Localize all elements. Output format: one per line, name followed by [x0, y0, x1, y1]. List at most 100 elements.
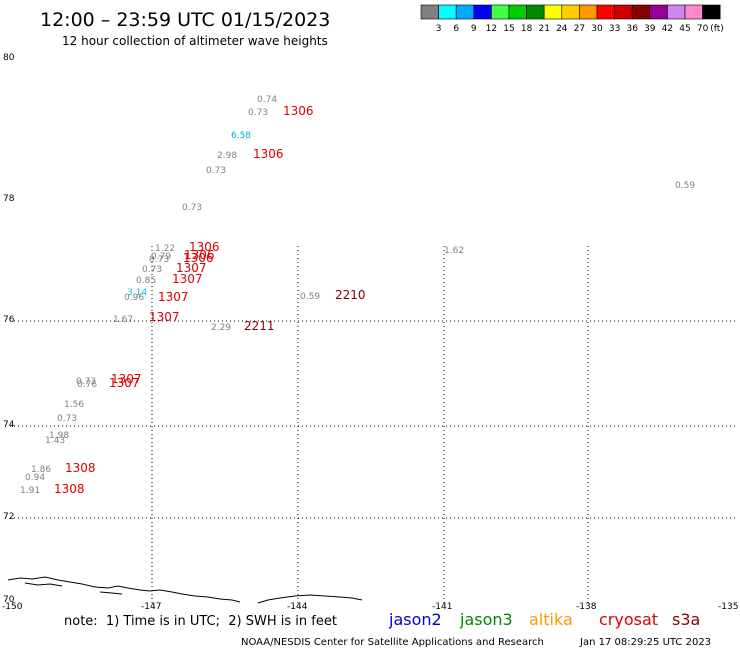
map-title: 12:00 – 23:59 UTC 01/15/2023 — [40, 9, 330, 31]
wave-height-label: 1.98 — [49, 431, 69, 441]
satellite-altika: altika — [529, 610, 573, 629]
lon-label-135: -135 — [718, 602, 738, 612]
wave-height-label: 2.29 — [211, 323, 231, 333]
scale-swatch-0 — [420, 4, 439, 20]
wave-height-label: 1306 — [184, 248, 215, 262]
scale-swatch-11 — [614, 4, 633, 20]
scale-label-15: 15 — [503, 24, 514, 34]
wave-height-label: 1306 — [183, 251, 214, 265]
wave-height-label: 1307 — [111, 372, 142, 386]
lat-label-78: 78 — [3, 194, 15, 204]
scale-swatch-14 — [667, 4, 686, 20]
wave-height-label: 1.91 — [20, 486, 40, 496]
longitude-labels: -150 -147 -144 -141 -138 -135 — [2, 602, 738, 612]
wave-height-label: 6.58 — [231, 131, 251, 141]
wave-height-label: 1307 — [158, 290, 189, 304]
wave-height-label: 1306 — [189, 240, 220, 254]
lon-label-150: -150 — [2, 602, 23, 612]
scale-swatch-4 — [491, 4, 510, 20]
scale-label-3: 3 — [436, 24, 442, 34]
footer-note: note: 1) Time is in UTC; 2) SWH is in fe… — [64, 614, 337, 629]
wave-height-label: 0.73 — [248, 108, 268, 118]
scale-label-33: 33 — [609, 24, 620, 34]
scale-swatch-13 — [649, 4, 668, 20]
scale-swatch-8 — [561, 4, 580, 20]
scale-swatch-1 — [438, 4, 457, 20]
wave-height-label: 1306 — [283, 104, 314, 118]
lon-label-138: -138 — [576, 602, 597, 612]
wave-height-label: 0.73 — [206, 166, 226, 176]
scale-label-18: 18 — [521, 24, 533, 34]
coastline — [7, 576, 363, 604]
lat-label-70: 70 — [3, 595, 15, 605]
wave-height-label: 0.73 — [76, 377, 96, 387]
wave-height-label: 2.98 — [217, 151, 237, 161]
wave-height-label: 1.67 — [113, 315, 133, 325]
scale-label-24: 24 — [556, 24, 568, 34]
wave-height-label: 0.74 — [257, 95, 277, 105]
wave-height-label: 1308 — [54, 482, 85, 496]
lon-label-141: -141 — [432, 602, 452, 612]
lat-lon-grid — [10, 246, 735, 605]
wave-height-label: 0.73 — [57, 414, 77, 424]
satellite-legend: jason2 jason3 altika cryosat s3a — [388, 610, 700, 629]
satellite-jason2: jason2 — [388, 610, 442, 629]
scale-swatch-2 — [455, 4, 475, 20]
wave-height-label: 1.56 — [64, 400, 84, 410]
scale-label-27: 27 — [574, 24, 585, 34]
lat-label-74: 74 — [3, 420, 15, 430]
wave-height-label: 0.73 — [182, 203, 202, 213]
wave-height-label: 0.73 — [142, 265, 162, 275]
wave-height-label: 1.62 — [444, 246, 464, 256]
wave-height-label: 1307 — [149, 310, 180, 324]
footer-timestamp: Jan 17 08:29:25 UTC 2023 — [579, 637, 711, 648]
wave-height-label: 0.85 — [136, 276, 156, 286]
scale-swatch-16 — [702, 4, 721, 20]
scale-swatch-5 — [508, 4, 527, 20]
wave-height-label: 0.59 — [675, 181, 695, 191]
scale-label-21: 21 — [538, 24, 549, 34]
color-scale-legend: 3 6 9 12 15 18 21 24 27 30 33 36 39 42 45 70 (ft) — [420, 4, 724, 34]
wave-height-label: 2210 — [335, 288, 366, 302]
wave-height-label: 2211 — [244, 319, 275, 333]
wave-height-label: 1307 — [109, 376, 140, 390]
scale-label-45: 45 — [679, 24, 690, 34]
wave-height-label: 0.79 — [151, 252, 171, 262]
scale-swatch-7 — [543, 4, 563, 20]
scale-label-9: 9 — [471, 24, 477, 34]
satellite-cryosat: cryosat — [599, 610, 658, 629]
wave-height-label: 1306 — [253, 147, 284, 161]
lat-label-76: 76 — [3, 315, 15, 325]
lat-label-80: 80 — [3, 53, 15, 63]
scale-label-12: 12 — [486, 24, 497, 34]
scale-swatch-10 — [596, 4, 615, 20]
scale-label-39: 39 — [644, 24, 656, 34]
wave-height-label: 0.94 — [25, 473, 45, 483]
scale-label-70: 70 — [697, 24, 709, 34]
wave-height-label: 0.59 — [300, 292, 320, 302]
satellite-s3a: s3a — [672, 610, 700, 629]
wave-height-label: 1307 — [172, 272, 203, 286]
scale-label-6: 6 — [453, 24, 459, 34]
map-subtitle: 12 hour collection of altimeter wave hei… — [62, 34, 328, 48]
wave-height-label: 0.96 — [124, 293, 144, 303]
scale-swatch-12 — [631, 4, 651, 20]
wave-height-label: 3.14 — [127, 288, 147, 298]
wave-height-label: 0.76 — [77, 380, 97, 390]
lat-label-72: 72 — [3, 512, 14, 522]
lon-label-144: -144 — [287, 602, 308, 612]
wave-height-label: 1307 — [176, 261, 207, 275]
satellite-jason3: jason3 — [459, 610, 513, 629]
wave-height-label: 1.22 — [155, 244, 175, 254]
scale-label-36: 36 — [626, 24, 638, 34]
wave-height-label: 1.86 — [31, 465, 51, 475]
scale-label-42: 42 — [662, 24, 673, 34]
wave-height-label: 1308 — [65, 461, 96, 475]
lon-label-147: -147 — [141, 602, 161, 612]
wave-height-label: 0.73 — [149, 255, 169, 265]
scale-unit-label: (ft) — [710, 24, 724, 34]
scale-swatch-6 — [526, 4, 545, 20]
scale-swatch-9 — [579, 4, 598, 20]
